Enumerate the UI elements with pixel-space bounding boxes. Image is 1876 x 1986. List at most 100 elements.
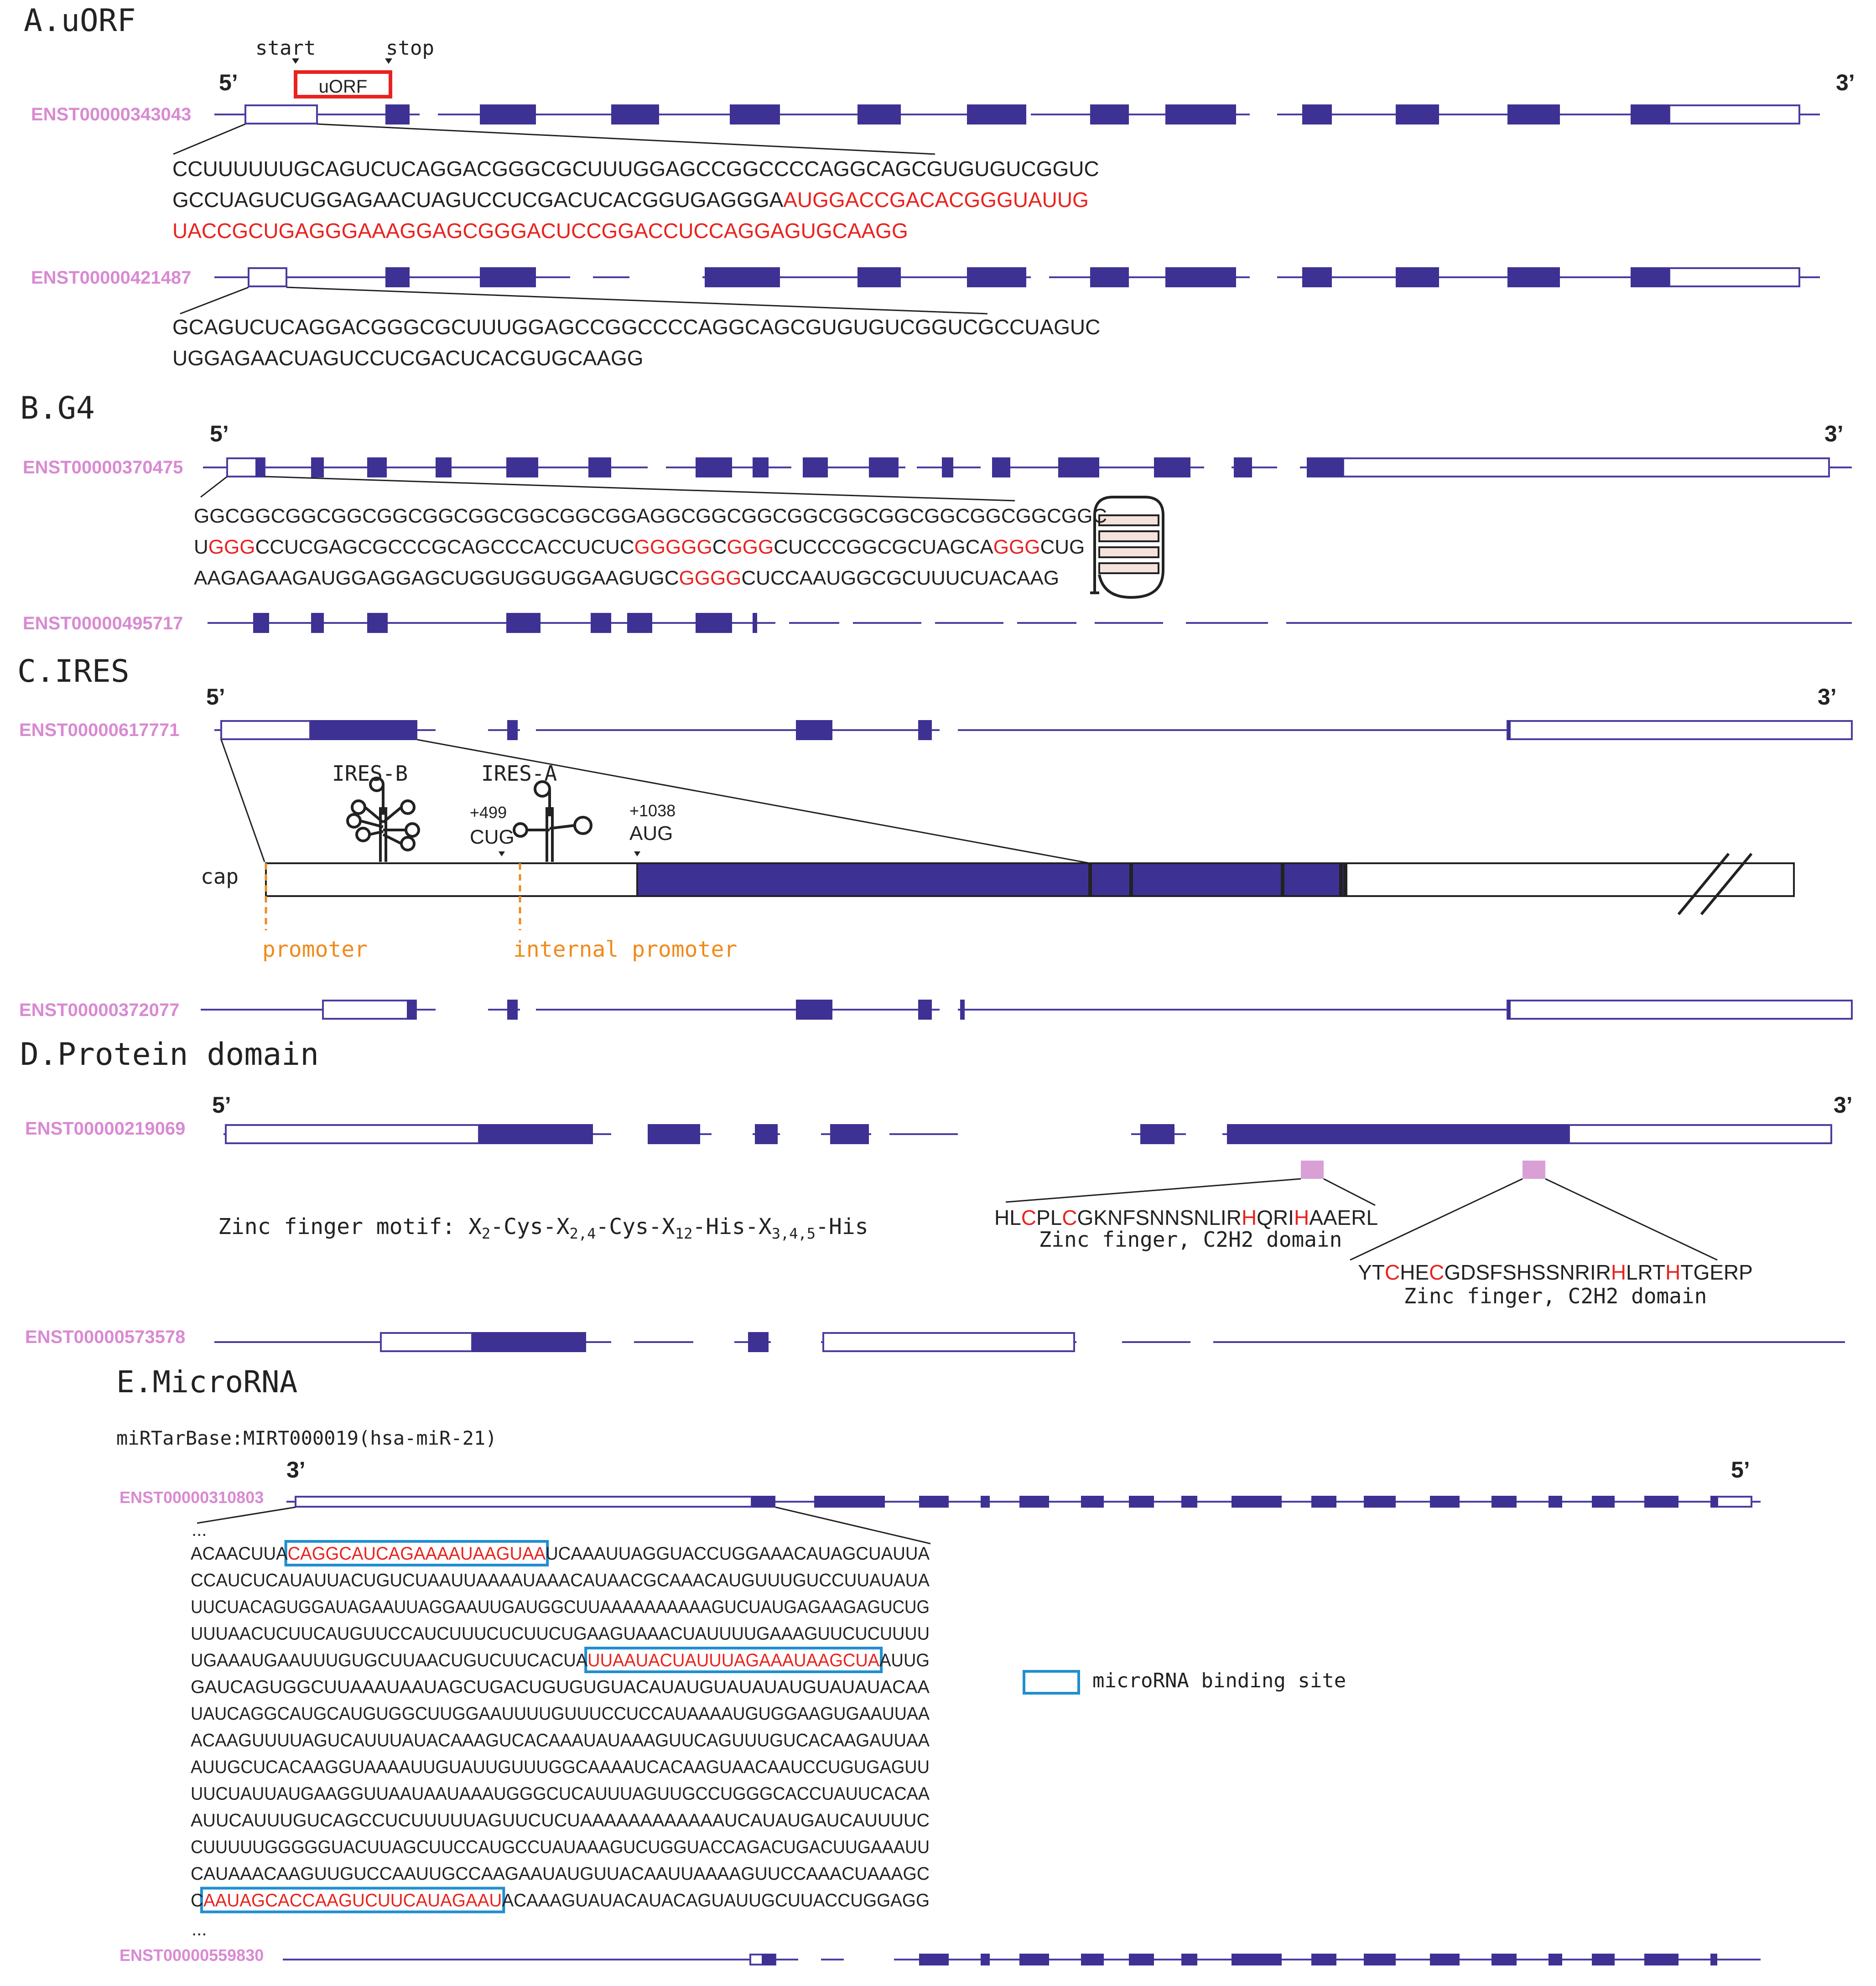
transcript-c2 xyxy=(201,1000,1853,1020)
highlighted-segment: C xyxy=(1021,1206,1036,1229)
coding-exon xyxy=(1019,1954,1049,1965)
coding-exon xyxy=(762,1954,775,1965)
transcript-d1 xyxy=(223,1124,1832,1144)
coding-exon xyxy=(967,104,1026,124)
coding-exon xyxy=(253,613,269,633)
five-prime-b: 5’ xyxy=(210,421,229,446)
section-c-title: C.IRES xyxy=(17,653,130,690)
coding-exon xyxy=(1090,267,1129,287)
sequence-segment: CUCCCGGCGCUAGCA xyxy=(774,536,993,558)
coding-exon xyxy=(1491,1954,1517,1965)
zoom-line-right xyxy=(286,286,988,315)
coding-exon xyxy=(591,613,611,633)
five-prime-d: 5’ xyxy=(212,1092,231,1118)
coding-exon xyxy=(407,1000,416,1020)
transcript-id-a2: ENST00000421487 xyxy=(31,268,191,288)
highlighted-segment: C xyxy=(1385,1260,1400,1284)
coding-exon xyxy=(385,267,410,287)
coding-exon xyxy=(1140,1124,1174,1144)
start-label: start xyxy=(255,36,316,60)
transcript-id-d1: ENST00000219069 xyxy=(25,1119,185,1139)
zoom-line-right xyxy=(417,739,1091,864)
coding-exon xyxy=(1507,720,1511,740)
coding-exon xyxy=(696,457,732,477)
highlighted-segment: H xyxy=(1294,1206,1309,1229)
sequence-segment: PL xyxy=(1036,1206,1062,1229)
g4-outline xyxy=(1093,496,1164,599)
g-tetrad xyxy=(1098,562,1159,574)
aug-label: AUG xyxy=(629,822,673,845)
motif-subscript: 3,4,5 xyxy=(772,1225,816,1242)
sequence-segment: UAUCAGGCAUGCAUGUGGCUUGGAAUUUUGUUUCCUCCAU… xyxy=(191,1704,930,1724)
coding-exon xyxy=(480,267,536,287)
ires-b-structure xyxy=(346,777,420,862)
mirtarbase-source: miRTarBase:MIRT000019(hsa-miR-21) xyxy=(116,1427,497,1449)
coding-exon xyxy=(1549,1954,1562,1965)
cap-label: cap xyxy=(201,864,239,889)
coding-exon xyxy=(1311,1954,1336,1965)
highlighted-segment: GGGGG xyxy=(634,536,712,558)
zoom-line-right xyxy=(264,476,1015,502)
sequence-segment: CUG xyxy=(1040,536,1085,558)
highlighted-segment: H xyxy=(1611,1260,1626,1284)
transcript-id-e1: ENST00000310803 xyxy=(120,1488,264,1507)
zoom-line-left xyxy=(197,1506,296,1524)
highlighted-segment: GGG xyxy=(208,536,255,558)
utr-exon xyxy=(1507,720,1853,740)
coding-exon xyxy=(1232,1954,1282,1965)
coding-exon xyxy=(311,613,324,633)
motif-segment: -Cys-X xyxy=(490,1214,569,1239)
coding-exon xyxy=(367,613,388,633)
zoom-line-left xyxy=(220,739,265,862)
sequence-line: CAUAAACAAGUUGUCCAAUUGCCAAGAAUAUGUUACAAUU… xyxy=(191,1864,930,1884)
coding-exon xyxy=(967,267,1026,287)
sequence-segment: QRI xyxy=(1257,1206,1294,1229)
zinc-finger-seq-1: HLCPLCGKNFSNNSNLIRHQRIHAAERL xyxy=(994,1206,1378,1229)
coding-exon xyxy=(472,1332,586,1352)
zinc-finger-motif: Zinc finger motif: X2-Cys-X2,4-Cys-X12-H… xyxy=(218,1214,868,1242)
coding-exon xyxy=(1181,1954,1197,1965)
coding-exon xyxy=(1430,1496,1460,1508)
sequence-line: UUUAACUCUUCAUGUUCCAUCUUUCUCUUCUGAAGUAAAC… xyxy=(191,1624,930,1644)
sequence-segment: AUUGCUCACAAGGUAAAAUUGUAUUGUUUGGCAAAAUCAC… xyxy=(191,1757,930,1777)
five-prime-a: 5’ xyxy=(219,70,238,95)
sequence-segment: AAERL xyxy=(1309,1206,1378,1229)
coding-exon xyxy=(1234,457,1252,477)
coding-exon xyxy=(1364,1496,1396,1508)
section-d-title: D.Protein domain xyxy=(20,1037,319,1073)
coding-exon xyxy=(981,1496,990,1508)
coding-exon xyxy=(1631,267,1669,287)
sequence-line: CAAUAGCACCAAGUCUUCAUAGAAUACAAAGUAUACAUAC… xyxy=(191,1891,930,1911)
cug-marker xyxy=(499,851,505,856)
motif-segment: -His xyxy=(816,1214,868,1239)
callout-line xyxy=(1350,1178,1523,1261)
sequence-segment: AAGAGAAGAUGGAGGAGCUGGUGGUGGAAGUGC xyxy=(194,567,679,589)
sequence-segment: HE xyxy=(1400,1260,1429,1284)
branch xyxy=(364,806,384,824)
coding-exon xyxy=(1710,1954,1717,1965)
utr-exon xyxy=(1668,267,1800,287)
cug-position-label: +499 xyxy=(470,803,507,822)
coding-exon xyxy=(1307,457,1343,477)
zoom-line-left xyxy=(180,286,249,315)
coding-exon xyxy=(1644,1496,1679,1508)
microrna-binding-site-box xyxy=(584,1647,883,1673)
sequence-segment: UUCUACAGUGGAUAGAAUUAGGAAUUGAUGGCUUAAAAAA… xyxy=(191,1597,930,1617)
sequence-line: CCAUCUCAUAUUACUGUCUAAUUAAAAUAAACAUAACGCA… xyxy=(191,1571,930,1591)
transcript-structures xyxy=(173,58,1853,1965)
sequence-segment: CCUUUUUUGCAGUCUCAGGACGGGCGCUUUGGAGCCGGCC… xyxy=(172,157,1099,181)
coding-exon xyxy=(1507,104,1560,124)
section-e-title: E.MicroRNA xyxy=(116,1364,297,1400)
loop xyxy=(346,813,362,829)
coding-exon xyxy=(942,457,953,477)
legend-binding-site-swatch xyxy=(1023,1670,1080,1695)
coding-exon xyxy=(1491,1496,1517,1508)
coding-exon xyxy=(755,1124,778,1144)
binding-site-sequence: UUAAUACUAUUUAGAAAUAAGCUA xyxy=(587,1650,879,1670)
coding-exon xyxy=(803,457,828,477)
five-prime-e: 5’ xyxy=(1731,1457,1750,1483)
sequence-segment: CCAUCUCAUAUUACUGUCUAAUUAAAAUAAACAUAACGCA… xyxy=(191,1571,930,1591)
section-b-title: B.G4 xyxy=(20,390,95,426)
coding-exon xyxy=(506,457,538,477)
coding-exon xyxy=(480,104,536,124)
